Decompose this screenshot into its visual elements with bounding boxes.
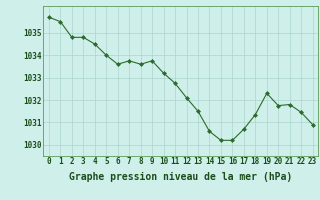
- X-axis label: Graphe pression niveau de la mer (hPa): Graphe pression niveau de la mer (hPa): [69, 172, 292, 182]
